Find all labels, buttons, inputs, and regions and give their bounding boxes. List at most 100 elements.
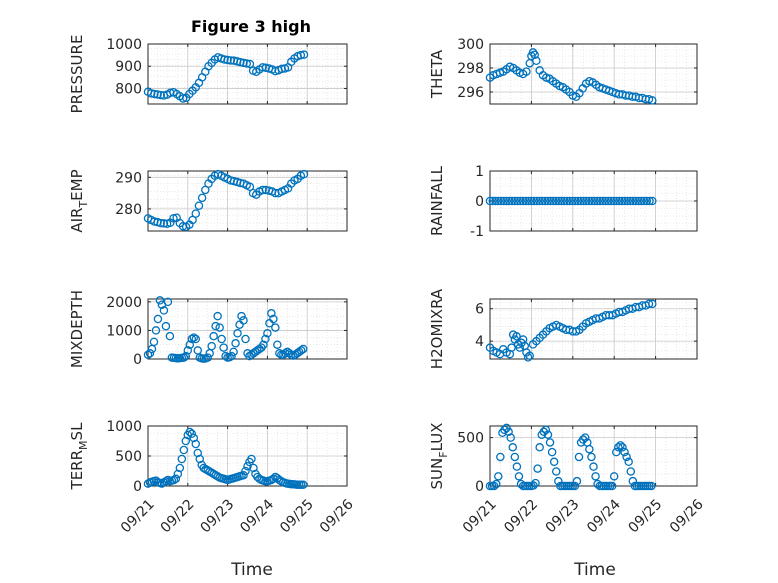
y-tick-label: 290	[115, 170, 142, 186]
data-point	[161, 321, 171, 331]
data-point	[571, 196, 580, 206]
data-point	[150, 89, 159, 99]
data-point	[155, 296, 165, 305]
x-axis-label-right: Time	[573, 560, 616, 580]
data-point	[299, 169, 309, 179]
x-tick-label: 09/21	[118, 496, 158, 536]
data-point	[634, 196, 643, 206]
data-point	[590, 196, 599, 206]
data-point	[191, 209, 201, 218]
y-tick-label: 300	[457, 37, 484, 53]
y-tick-label: 0	[475, 479, 484, 495]
data-point	[525, 351, 534, 361]
subplot-3: 280 290 AIRTEMP	[68, 169, 348, 233]
data-point	[227, 351, 236, 361]
data-point	[271, 323, 280, 332]
data-point	[488, 196, 498, 206]
data-point	[499, 196, 509, 206]
data-point	[239, 470, 248, 480]
data-point	[173, 469, 183, 479]
y-axis-label: RAINFALL	[428, 165, 446, 236]
data-point	[269, 314, 278, 324]
data-point	[151, 326, 161, 335]
y-tick-label: 1000	[106, 37, 142, 53]
x-tick-label: 09/21	[460, 496, 500, 536]
data-point	[585, 444, 594, 454]
data-point	[507, 196, 517, 206]
data-point	[247, 454, 256, 464]
data-point	[242, 59, 251, 68]
data-point	[606, 196, 616, 206]
y-tick-label: 500	[115, 449, 142, 465]
data-point	[614, 443, 623, 452]
data-point	[185, 340, 195, 349]
x-tick-label: 09/26	[317, 496, 357, 536]
data-point	[572, 476, 582, 486]
data-point	[491, 196, 500, 206]
data-point	[506, 433, 515, 442]
data-point	[554, 196, 564, 206]
y-axis-label-part: AIR	[68, 208, 86, 233]
data-point	[612, 447, 621, 457]
data-point	[628, 196, 638, 206]
data-point	[191, 334, 201, 344]
data-point	[551, 467, 561, 476]
data-point	[275, 349, 284, 358]
data-point	[540, 196, 550, 206]
data-point	[171, 474, 181, 484]
data-point	[521, 196, 531, 206]
y-tick-label: 298	[457, 61, 484, 77]
data-point	[623, 196, 632, 206]
y-axis-label-subscript: T	[77, 201, 90, 209]
data-point	[163, 475, 173, 485]
data-point	[532, 56, 541, 66]
data-point	[647, 481, 656, 491]
data-point	[269, 474, 278, 484]
data-point	[161, 476, 171, 486]
y-axis-label: AIRTEMP	[68, 169, 90, 232]
x-axis-label-left: Time	[230, 560, 273, 580]
data-point	[177, 454, 187, 464]
x-tick-label: 09/23	[198, 496, 238, 536]
data-point	[237, 311, 246, 321]
data-point	[226, 56, 236, 65]
data-point	[489, 481, 499, 491]
data-point	[518, 196, 528, 206]
data-point	[181, 436, 191, 446]
data-point	[582, 196, 591, 206]
data-point	[166, 88, 175, 98]
data-point	[221, 351, 230, 361]
data-point	[574, 452, 584, 462]
data-point	[259, 340, 268, 349]
y-tick-label: 1000	[106, 419, 142, 435]
data-point	[545, 438, 555, 447]
y-tick-label: 6	[475, 302, 484, 318]
data-point	[515, 343, 525, 352]
data-point	[207, 341, 216, 351]
data-point	[593, 196, 602, 206]
y-axis-label-part: SUN	[428, 458, 446, 490]
data-point	[628, 476, 638, 486]
data-point	[549, 196, 558, 206]
y-axis-label: SUNFLUX	[428, 423, 450, 490]
data-point	[183, 346, 193, 355]
data-point	[185, 427, 195, 437]
data-point	[496, 452, 505, 462]
axes-box	[489, 298, 698, 360]
y-tick-label: 2000	[106, 295, 142, 311]
data-point	[573, 196, 583, 206]
y-tick-label: 1	[475, 164, 484, 180]
data-point	[510, 196, 520, 206]
x-tick-label: 09/23	[543, 496, 583, 536]
data-point	[496, 196, 506, 206]
data-point	[239, 316, 248, 325]
y-axis-label-part: EMP	[68, 169, 86, 200]
subplot-1: 800 900 1000 PRESSURE	[68, 35, 348, 113]
data-point	[546, 196, 555, 206]
data-point	[189, 433, 199, 443]
data-point	[220, 55, 229, 64]
data-point	[562, 196, 572, 206]
data-point	[530, 50, 539, 60]
